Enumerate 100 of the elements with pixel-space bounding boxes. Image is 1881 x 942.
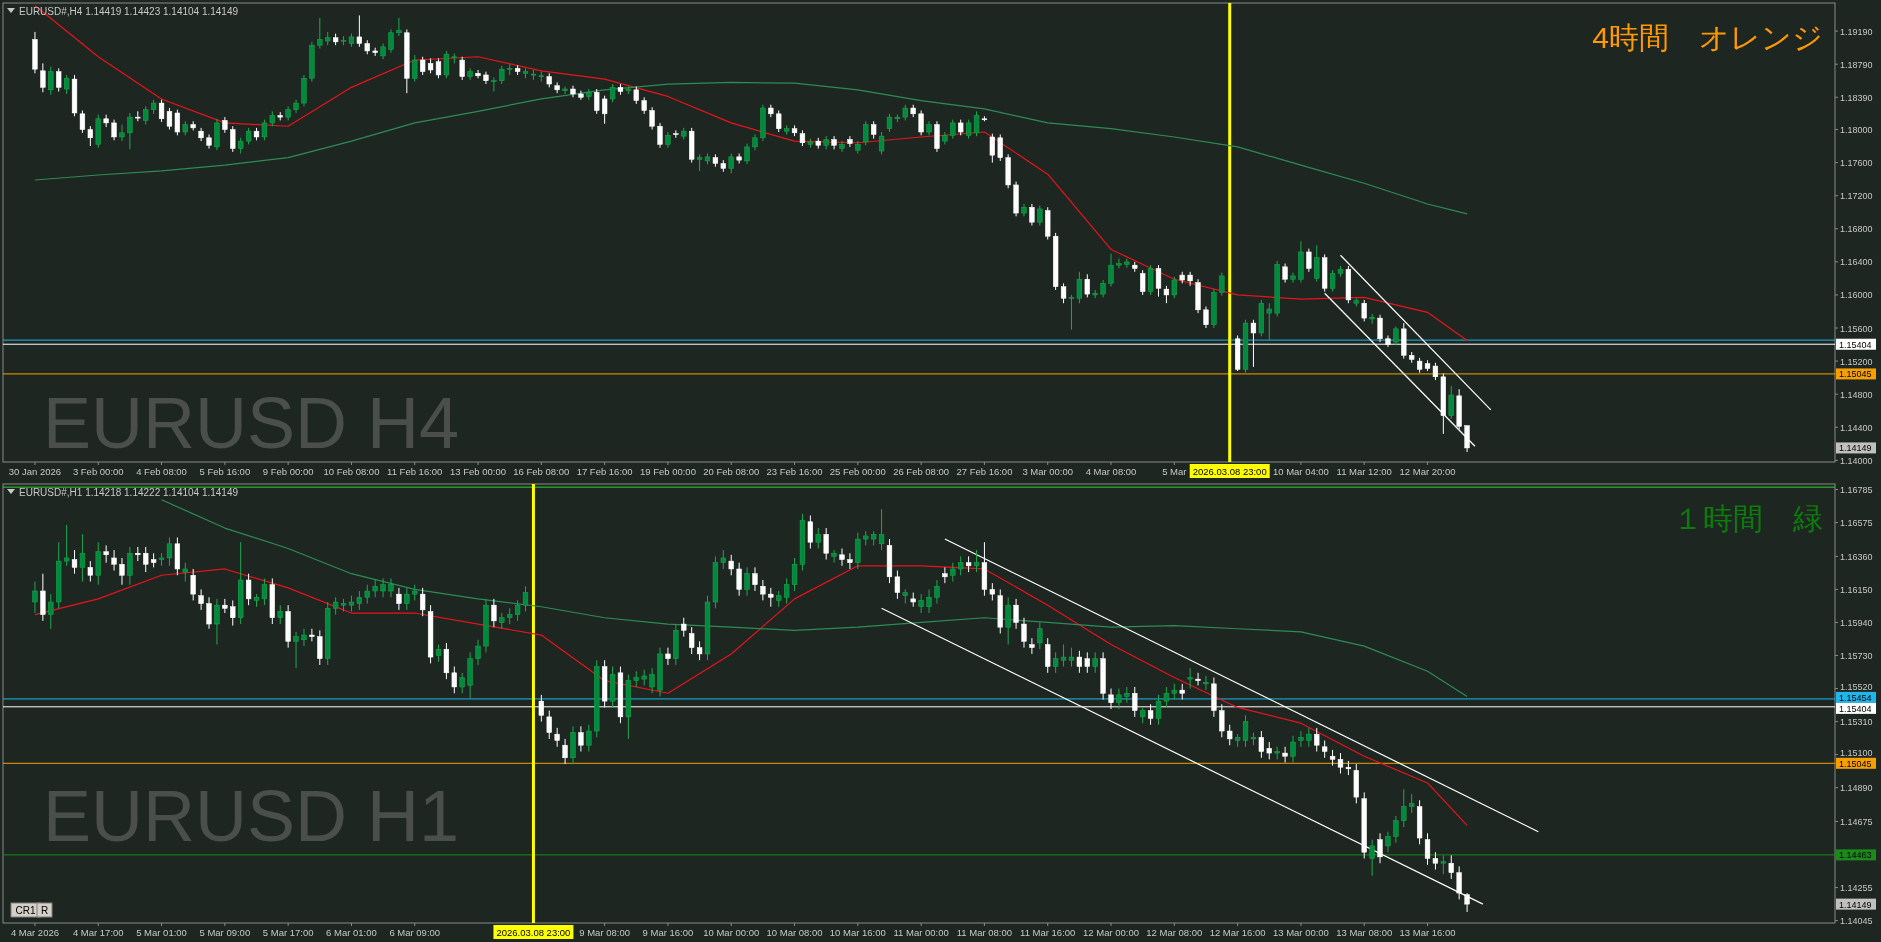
candlestick: [1005, 596, 1011, 645]
x-tick-label: 4 Feb 08:00: [136, 466, 187, 477]
candlestick: [696, 640, 703, 661]
candlestick: [586, 724, 592, 752]
x-tick-label: 9 Mar 08:00: [579, 927, 630, 938]
candlestick: [1147, 264, 1154, 296]
x-tick-label: 13 Feb 00:00: [450, 466, 507, 477]
candlestick: [1377, 314, 1383, 343]
candlestick: [48, 593, 54, 630]
candlestick: [459, 56, 465, 81]
x-tick-label: 27 Feb 16:00: [956, 466, 1013, 477]
candlestick: [245, 573, 252, 606]
candlestick: [776, 110, 782, 133]
candlestick: [649, 106, 655, 131]
x-tick-label: 11 Feb 16:00: [387, 466, 443, 477]
y-tick-label: 1.15600: [1840, 323, 1873, 334]
candlestick: [412, 54, 418, 83]
x-tick-label: 17 Feb 16:00: [576, 466, 633, 477]
candlestick: [1456, 865, 1462, 900]
y-tick-label: 1.19190: [1840, 26, 1873, 37]
candlestick: [554, 727, 560, 748]
candlestick: [190, 568, 196, 601]
candlestick: [1377, 832, 1383, 864]
x-tick-label: 9 Mar 16:00: [642, 927, 694, 938]
candlestick: [1448, 385, 1454, 420]
candlestick: [79, 533, 86, 583]
candlestick: [1440, 854, 1446, 875]
y-tick-label: 1.14890: [1840, 783, 1873, 794]
x-tick-label: 6 Mar 01:00: [326, 927, 377, 938]
y-tick-label: 1.16150: [1840, 584, 1873, 595]
x-tick-label: 30 Jan 2026: [8, 466, 62, 477]
candlestick: [40, 62, 46, 93]
text: 1.14149: [1839, 899, 1872, 910]
candlestick: [594, 88, 600, 115]
candlestick: [32, 581, 38, 614]
x-tick-label: 23 Feb 16:00: [766, 466, 823, 477]
candlestick: [63, 524, 70, 567]
candlestick: [364, 584, 370, 605]
candlestick: [1314, 727, 1320, 752]
candlestick: [1124, 258, 1130, 269]
x-tick-label: 10 Mar 16:00: [829, 927, 886, 938]
candlestick: [831, 135, 837, 150]
candlestick: [989, 133, 995, 164]
x-tick-label: 12 Mar 20:00: [1399, 466, 1456, 477]
candlestick: [1124, 686, 1130, 704]
candlestick: [475, 639, 481, 666]
y-tick-label: 1.18790: [1840, 59, 1873, 70]
candlestick: [1171, 276, 1177, 299]
ref-line-label: 1.15045: [1839, 758, 1872, 769]
candlestick: [958, 555, 964, 576]
candlestick: [388, 577, 394, 598]
candlestick: [356, 14, 362, 48]
candlestick: [1409, 793, 1415, 814]
candlestick: [1258, 730, 1264, 759]
candlestick: [174, 109, 180, 136]
x-tick-label: 6 Mar 09:00: [389, 927, 441, 938]
candlestick: [1021, 617, 1027, 649]
candlestick: [760, 579, 766, 601]
ref-line-label: 1.15045: [1839, 369, 1872, 380]
candlestick: [673, 129, 679, 139]
candlestick: [206, 596, 212, 630]
x-tick-label: 5 Mar 09:00: [199, 927, 251, 938]
candlestick: [261, 119, 268, 141]
x-tick-label: 5 Feb 16:00: [199, 466, 251, 477]
candlestick: [356, 590, 362, 611]
candlestick: [847, 135, 853, 148]
candlestick: [823, 527, 829, 561]
y-tick-label: 1.14800: [1840, 389, 1873, 400]
x-tick-label: 25 Feb 00:00: [829, 466, 886, 477]
x-tick-label: 13 Mar 08:00: [1336, 927, 1393, 938]
candlestick: [657, 122, 663, 149]
x-tick-label: 13 Mar 00:00: [1272, 927, 1329, 938]
candlestick: [1282, 746, 1288, 764]
candlestick: [720, 549, 726, 570]
candlestick: [681, 617, 687, 638]
candlestick: [609, 83, 616, 103]
y-tick-label: 1.18390: [1840, 92, 1873, 103]
x-tick-label: 13 Mar 16:00: [1399, 927, 1456, 938]
candlestick: [63, 74, 70, 95]
candlestick: [309, 628, 315, 642]
x-tick-label: 2026.03.08 23:00: [1192, 466, 1267, 477]
candlestick: [198, 588, 204, 611]
candlestick: [1393, 325, 1399, 346]
candlestick: [475, 69, 481, 79]
y-tick-label: 1.14255: [1840, 883, 1873, 894]
candlestick: [420, 587, 426, 617]
candlestick: [1361, 299, 1367, 322]
candlestick: [277, 604, 283, 625]
candlestick: [1227, 724, 1233, 746]
candlestick: [839, 548, 845, 567]
candlestick: [1448, 854, 1454, 880]
candlestick: [87, 560, 93, 583]
candlestick: [1013, 598, 1019, 630]
candlestick: [878, 131, 885, 155]
candlestick: [119, 124, 125, 142]
x-tick-label: 10 Mar 00:00: [703, 927, 760, 938]
candlestick: [143, 546, 149, 573]
y-tick-label: 1.16360: [1840, 551, 1873, 562]
candlestick: [222, 598, 228, 614]
candlestick: [1290, 735, 1296, 764]
